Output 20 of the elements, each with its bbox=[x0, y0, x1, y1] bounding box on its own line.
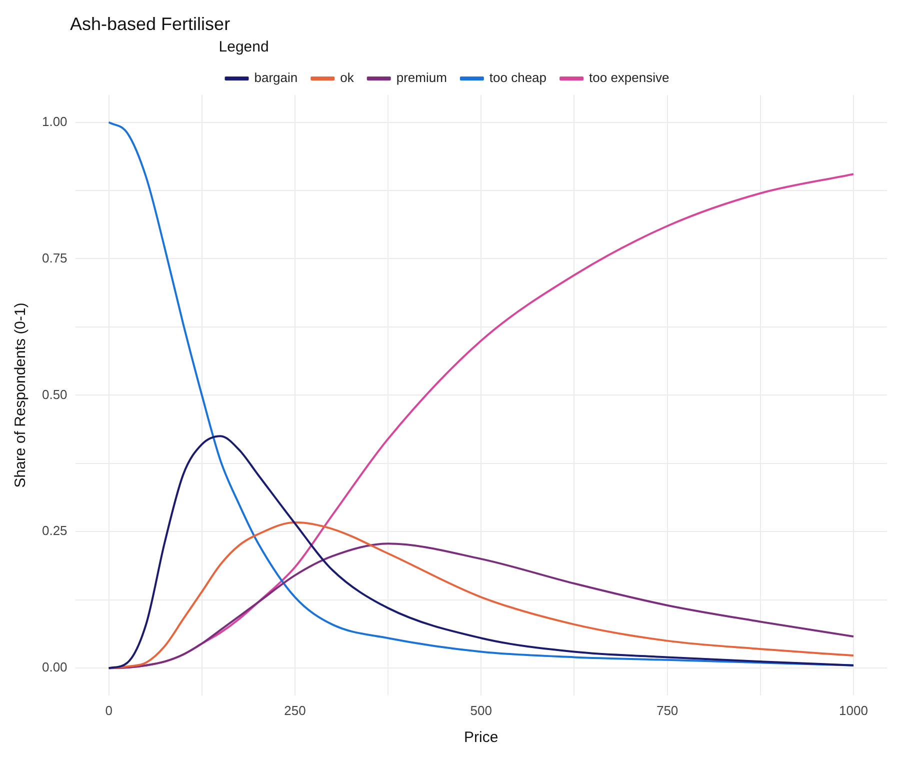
x-tick-label: 250 bbox=[284, 702, 306, 718]
y-tick-label: 0.50 bbox=[42, 386, 68, 402]
legend-label: too cheap bbox=[489, 70, 547, 86]
legend-title: Legend bbox=[218, 38, 269, 56]
x-axis-title: Price bbox=[464, 729, 498, 746]
y-tick-label: 1.00 bbox=[42, 114, 68, 129]
y-tick-label: 0.25 bbox=[42, 523, 68, 538]
x-tick-label: 750 bbox=[656, 702, 678, 718]
y-tick-label: 0.75 bbox=[42, 250, 68, 266]
legend-label: too expensive bbox=[589, 70, 670, 86]
y-axis-title: Share of Respondents (0-1) bbox=[12, 302, 30, 488]
line-series bbox=[108, 435, 854, 670]
legend-label: bargain bbox=[254, 70, 298, 86]
x-tick-label: 0 bbox=[105, 702, 112, 718]
x-tick-label: 500 bbox=[470, 702, 492, 718]
y-tick-label: 0.00 bbox=[42, 660, 68, 675]
legend-label: ok bbox=[340, 70, 354, 86]
chart-title: Ash-based Fertiliser bbox=[70, 14, 230, 35]
x-tick-label: 1000 bbox=[839, 702, 868, 718]
legend-label: premium bbox=[396, 70, 447, 86]
